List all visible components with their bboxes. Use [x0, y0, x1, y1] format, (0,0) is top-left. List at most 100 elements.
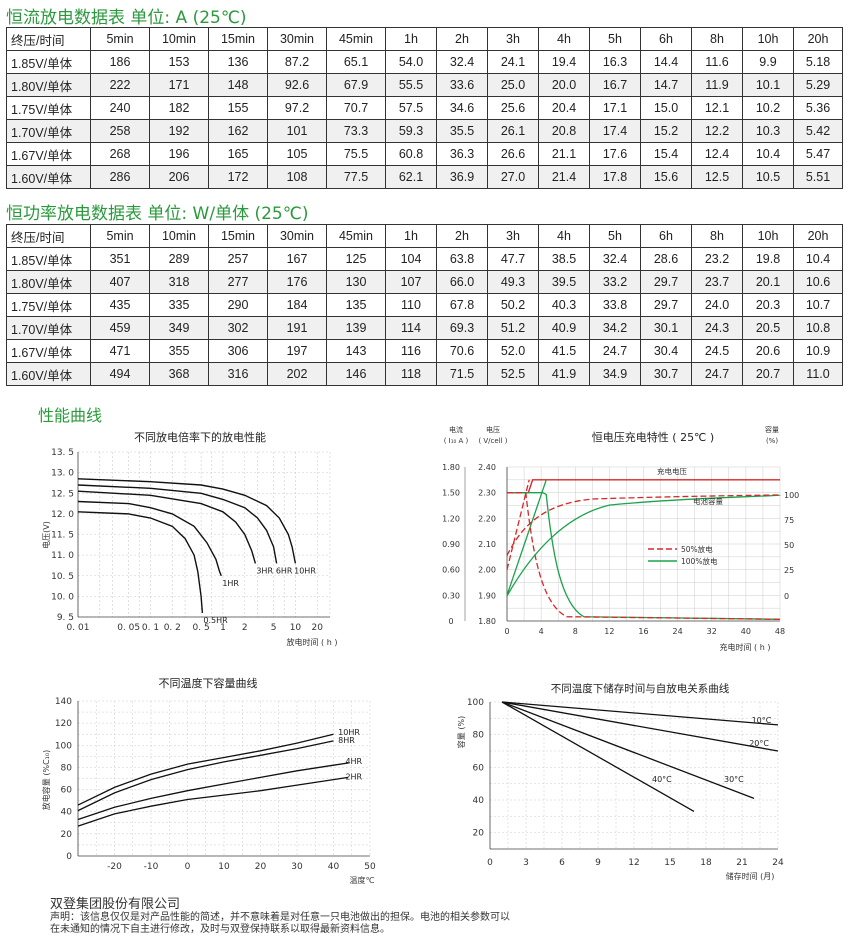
table-cell: 14.4 [640, 50, 692, 74]
x-tick-label: -10 [144, 862, 159, 872]
table-cell: 435 [90, 293, 150, 317]
table-cell: 10.3 [742, 119, 794, 143]
current-tick-label: 1.20 [442, 514, 460, 523]
header-cell: 1h [385, 27, 437, 51]
table-cell: 15.6 [640, 165, 692, 189]
table-cell: 24.1 [487, 50, 539, 74]
current-50-line [507, 492, 781, 620]
table-cell: 318 [149, 270, 209, 294]
table-row: 1.75V/单体 240 182 155 97.2 70.7 57.5 34.6 25.6 20.… [6, 96, 843, 120]
table-row: 1.75V/单体 435 335 290 184 135 110 67.8 50.2 40.3 33… [6, 293, 843, 317]
table-cell: 349 [149, 316, 209, 340]
y-tick-label: 12. 0 [51, 510, 74, 520]
table-cell: 125 [326, 247, 386, 271]
x-tick-label: 30 [291, 862, 303, 872]
table-cell: 171 [149, 73, 209, 97]
capacity-100-line [506, 494, 781, 597]
x-tick-label: 12 [604, 627, 614, 636]
right-axis-title: 容量 [765, 425, 779, 434]
series-label: 6HR [276, 566, 293, 575]
row-label: 1.85V/单体 [6, 247, 91, 271]
table-cell: 17.6 [589, 142, 641, 166]
table-cell: 184 [267, 293, 327, 317]
table-row: 1.67V/单体 471 355 306 197 143 116 70.6 52.0 41.5 24… [6, 339, 843, 363]
header-cell: 30min [267, 27, 327, 51]
header-cell: 30min [267, 224, 327, 248]
row-label: 1.75V/单体 [6, 293, 91, 317]
table-cell: 14.7 [640, 73, 692, 97]
current-tick-label: 1.50 [442, 489, 460, 498]
table-cell: 10.2 [742, 96, 794, 120]
company-name: 双登集团股份有限公司 [50, 897, 181, 912]
table-cell: 11.9 [691, 73, 743, 97]
table-cell: 38.5 [538, 247, 590, 271]
x-tick-label: 4 [539, 627, 544, 636]
series-line [77, 762, 349, 821]
y-tick-label: 100 [467, 698, 484, 708]
series-line [77, 740, 334, 812]
table-cell: 114 [385, 316, 437, 340]
left-axis2-title: 电压 [486, 425, 500, 434]
y-tick-label: 80 [473, 731, 485, 741]
x-tick-label: 5 [271, 623, 277, 633]
table-cell: 26.6 [487, 142, 539, 166]
series-label: 40°C [652, 775, 672, 784]
current-tick-label: 0 [448, 617, 453, 626]
capacity-tick-label: 50 [784, 541, 794, 550]
table-cell: 33.2 [589, 270, 641, 294]
table-cell: 54.0 [385, 50, 437, 74]
table-cell: 335 [149, 293, 209, 317]
row-label: 1.75V/单体 [6, 96, 91, 120]
table-cell: 47.7 [487, 247, 539, 271]
header-cell: 10min [149, 27, 209, 51]
table-cell: 51.2 [487, 316, 539, 340]
table-cell: 110 [385, 293, 437, 317]
table-row: 1.67V/单体 268 196 165 105 75.5 60.8 36.3 26.6 21.1… [6, 142, 843, 166]
table-cell: 5.47 [793, 142, 843, 166]
x-tick-label: 3 [523, 858, 529, 868]
legend-label: 50%放电 [681, 544, 713, 554]
table-cell: 20.7 [742, 362, 794, 386]
table-cell: 24.3 [691, 316, 743, 340]
table-cell: 77.5 [326, 165, 386, 189]
x-tick-label: 12 [628, 858, 639, 868]
y-tick-label: 11. 0 [51, 551, 74, 561]
table-cell: 222 [90, 73, 150, 97]
table-cell: 459 [90, 316, 150, 340]
table-cell: 20.5 [742, 316, 794, 340]
current-tick-label: 0.60 [442, 566, 460, 575]
table-cell: 10.7 [793, 293, 843, 317]
x-tick-label: 24 [772, 858, 784, 868]
table-cell: 66.0 [436, 270, 488, 294]
y-axis-label: 电压(V) [41, 521, 51, 549]
table-cell: 70.6 [436, 339, 488, 363]
table-cell: 192 [149, 119, 209, 143]
table-cell: 15.0 [640, 96, 692, 120]
cp-table-title: 恒功率放电数据表 单位: W/单体 (25℃) [6, 204, 309, 224]
y-tick-label: 140 [55, 697, 72, 707]
chart-title: 不同放电倍率下的放电性能 [134, 430, 266, 444]
table-cell: 73.3 [326, 119, 386, 143]
table-cell: 196 [149, 142, 209, 166]
series-label: 10HR [294, 566, 316, 575]
y-tick-label: 40 [61, 808, 73, 818]
table-cell: 10.4 [742, 142, 794, 166]
table-cell: 148 [208, 73, 268, 97]
x-tick-label: 0. 5 [193, 623, 210, 633]
voltage-tick-label: 2.40 [478, 463, 496, 472]
y-tick-label: 0 [66, 852, 72, 862]
x-tick-label: 9 [595, 858, 601, 868]
x-tick-label: 32 [707, 627, 717, 636]
table-cell: 27.0 [487, 165, 539, 189]
table-cell: 75.5 [326, 142, 386, 166]
row-label: 1.70V/单体 [6, 119, 91, 143]
header-cell: 45min [326, 224, 386, 248]
y-axis-label: 容量 (%) [456, 716, 466, 748]
header-cell: 20h [793, 224, 843, 248]
table-cell: 69.3 [436, 316, 488, 340]
capacity-label: 电池容量 [693, 496, 723, 506]
table-cell: 20.8 [538, 119, 590, 143]
x-tick-label: 40 [741, 627, 751, 636]
table-cell: 52.5 [487, 362, 539, 386]
